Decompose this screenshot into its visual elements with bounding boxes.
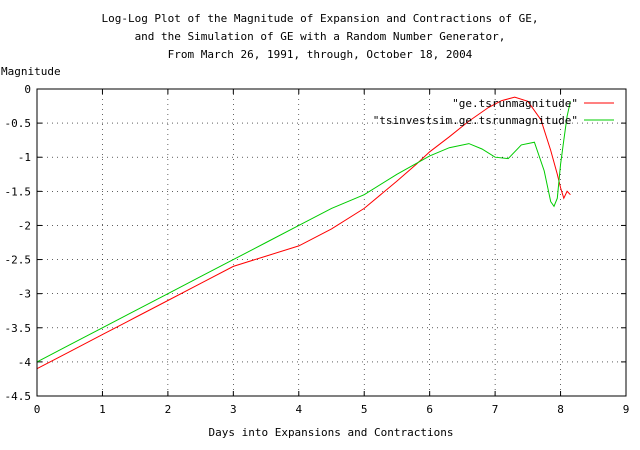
chart-title-line-2: and the Simulation of GE with a Random N… (134, 30, 506, 43)
x-tick-label: 8 (557, 403, 564, 416)
y-tick-label: -2.5 (5, 254, 32, 267)
y-tick-label: -3.5 (5, 322, 32, 335)
x-axis-label: Days into Expansions and Contractions (208, 426, 453, 439)
y-tick-label: 0 (24, 83, 31, 96)
x-tick-label: 9 (623, 403, 630, 416)
tick-layer: 0 1 2 3 4 5 6 7 8 9 0 -0.5 -1 -1.5 -2 -2.5 -3 -3.5 -4 -4.5 (5, 83, 630, 416)
legend: "ge.tsrunmagnitude" "tsinvestsim.ge.tsrun… (373, 97, 614, 127)
y-tick-label: -0.5 (5, 117, 32, 130)
x-tick-label: 6 (426, 403, 433, 416)
legend-label-1: "ge.tsrunmagnitude" (452, 97, 578, 110)
chart-title-line-1: Log-Log Plot of the Magnitude of Expansi… (101, 12, 539, 25)
grid-layer (37, 89, 626, 396)
y-tick-label: -4 (18, 356, 32, 369)
x-tick-label: 5 (361, 403, 368, 416)
x-tick-label: 4 (295, 403, 302, 416)
x-tick-label: 0 (34, 403, 41, 416)
x-tick-label: 1 (99, 403, 106, 416)
series-line-2 (36, 101, 571, 363)
chart-title-line-3: From March 26, 1991, through, October 18… (167, 48, 473, 61)
y-tick-label: -1 (18, 151, 31, 164)
y-tick-label: -2 (18, 219, 31, 232)
x-tick-label: 3 (230, 403, 237, 416)
y-tick-label: -3 (18, 288, 31, 301)
x-tick-label: 7 (492, 403, 499, 416)
legend-label-2: "tsinvestsim.ge.tsrunmagnitude" (373, 114, 578, 127)
y-tick-label: -1.5 (5, 185, 32, 198)
series-line-1 (36, 96, 571, 370)
y-axis-label: Magnitude (1, 65, 61, 78)
series-layer (36, 96, 571, 370)
x-tick-label: 2 (165, 403, 172, 416)
y-tick-label: -4.5 (5, 390, 32, 403)
plot-border (36, 88, 627, 397)
